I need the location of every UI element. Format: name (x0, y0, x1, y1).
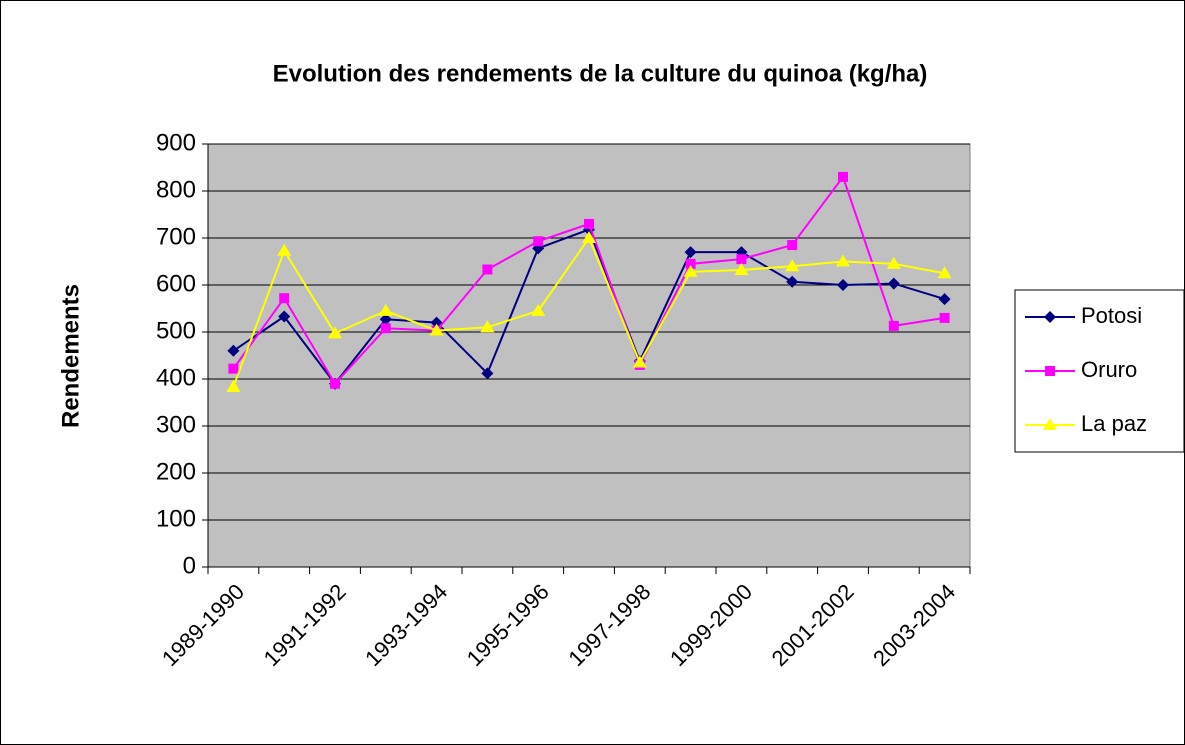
data-point (584, 218, 594, 229)
data-point (279, 293, 290, 304)
y-tick-label: 200 (156, 458, 196, 485)
data-point (226, 379, 241, 392)
data-point (277, 243, 292, 256)
data-point (734, 262, 749, 275)
y-tick-label: 900 (156, 129, 196, 156)
data-point (482, 264, 493, 275)
y-axis-label: Rendements (57, 284, 84, 428)
legend-marker (1043, 418, 1057, 430)
y-tick-label: 600 (156, 270, 196, 297)
data-point (380, 323, 391, 334)
y-tick-label: 400 (156, 364, 196, 391)
data-point (837, 279, 849, 291)
data-point (684, 246, 697, 259)
data-point (683, 264, 698, 277)
data-point (429, 323, 444, 336)
chart-title: Evolution des rendements de la culture d… (273, 60, 928, 87)
legend-label: Potosi (1081, 303, 1142, 328)
data-point (836, 254, 850, 267)
y-tick-label: 0 (183, 552, 196, 579)
data-point (838, 171, 848, 182)
data-point (278, 310, 291, 323)
data-point (227, 344, 240, 357)
data-point (533, 236, 544, 247)
data-point (785, 259, 800, 272)
y-tick-label: 500 (156, 317, 196, 344)
data-point (582, 231, 596, 243)
y-tick-label: 700 (156, 223, 196, 250)
data-point (888, 320, 899, 331)
data-point (685, 258, 696, 269)
legend-marker (1045, 366, 1055, 376)
data-point (886, 256, 901, 269)
legend-label: Oruro (1081, 357, 1137, 382)
data-point (531, 303, 546, 316)
data-point (938, 293, 951, 306)
data-point (887, 277, 900, 290)
data-point (786, 275, 799, 288)
data-point (736, 254, 747, 265)
legend-marker (1044, 311, 1056, 323)
data-point (378, 303, 393, 316)
plot-area (207, 143, 971, 568)
data-point (330, 378, 340, 389)
data-point (787, 240, 798, 251)
data-point (228, 363, 239, 374)
y-tick-label: 100 (156, 505, 196, 532)
y-tick-label: 800 (156, 176, 196, 203)
data-point (480, 320, 495, 333)
data-point (481, 367, 494, 380)
data-point (939, 312, 950, 323)
y-tick-label: 300 (156, 411, 196, 438)
legend-label: La paz (1081, 411, 1147, 436)
data-point (937, 266, 952, 279)
data-point (379, 313, 392, 326)
data-point (632, 355, 647, 368)
data-point (328, 326, 342, 339)
